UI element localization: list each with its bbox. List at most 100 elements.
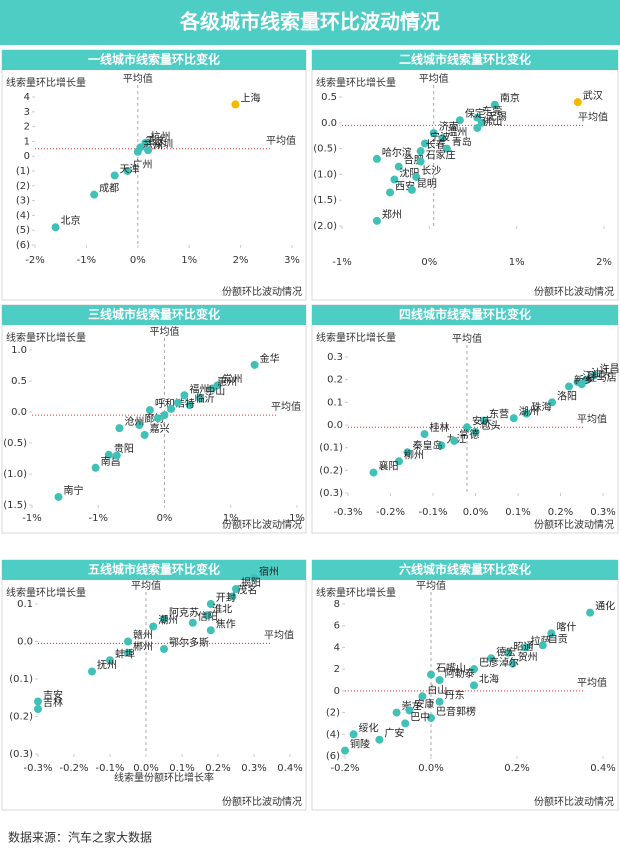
panel-header bbox=[312, 50, 618, 70]
point bbox=[133, 147, 142, 156]
y-tick-label: 6 bbox=[334, 621, 340, 632]
y-tick-label: (0.2) bbox=[9, 712, 33, 723]
y-tick-label: 4 bbox=[24, 92, 30, 103]
point bbox=[124, 637, 132, 646]
point bbox=[416, 147, 425, 156]
x-tick-label: -0.1% bbox=[95, 763, 124, 774]
page-title: 各级城市线索量环比波动情况 bbox=[179, 10, 440, 34]
point bbox=[185, 401, 194, 410]
point bbox=[160, 615, 168, 623]
point-label: 成都 bbox=[99, 183, 119, 195]
point bbox=[140, 430, 149, 439]
x-tick-label: 0.0% bbox=[418, 763, 443, 774]
point-label: 福州 bbox=[189, 382, 209, 395]
point bbox=[160, 411, 169, 420]
point bbox=[442, 144, 451, 153]
x-tick-label: 1% bbox=[509, 257, 525, 268]
point bbox=[149, 622, 158, 631]
x-tick-label: -0.2% bbox=[330, 763, 359, 774]
point bbox=[573, 98, 582, 107]
point bbox=[124, 648, 132, 657]
point-label: 汕头 bbox=[591, 368, 611, 380]
point bbox=[470, 681, 478, 690]
average-y-label: 平均值 bbox=[577, 676, 607, 689]
point-label: 安康 bbox=[415, 697, 435, 710]
point-label: 巴彦淖尔 bbox=[479, 656, 519, 669]
average-x-label: 平均值 bbox=[131, 579, 161, 592]
point bbox=[91, 463, 100, 472]
x-tick-label: -2% bbox=[25, 255, 44, 266]
point-label: 抚州 bbox=[97, 660, 117, 672]
point-label: 巴音郭楞 bbox=[436, 705, 476, 718]
point bbox=[372, 216, 381, 225]
point-label: 惠州 bbox=[217, 375, 237, 388]
point-label: 洛阳 bbox=[557, 389, 577, 402]
point-label: 吉安 bbox=[43, 689, 63, 702]
point-label: 赣州 bbox=[133, 629, 153, 642]
point-label: 温州 bbox=[447, 126, 467, 138]
point-label: 通化 bbox=[595, 600, 615, 613]
point bbox=[386, 188, 395, 197]
point bbox=[173, 398, 182, 407]
point bbox=[203, 611, 212, 620]
point-label: 郴州 bbox=[133, 640, 153, 653]
y-tick-label: 0.2 bbox=[327, 375, 343, 386]
source-note: 数据来源：汽车之家大数据 bbox=[8, 830, 152, 845]
point-label: 襄阳 bbox=[379, 460, 399, 473]
point bbox=[145, 406, 154, 415]
x-tick-label: 0% bbox=[157, 513, 173, 524]
average-x-label: 平均值 bbox=[416, 579, 446, 592]
y-tick-label: 4 bbox=[334, 642, 340, 653]
average-x-label: 平均值 bbox=[123, 72, 153, 85]
point-label: 东莞 bbox=[482, 105, 502, 118]
x-tick-label: -1% bbox=[22, 513, 41, 524]
point bbox=[470, 665, 478, 674]
x-axis-title: 份额环比波动情况 bbox=[534, 285, 614, 298]
point-label: 揭阳 bbox=[241, 576, 261, 589]
point bbox=[586, 608, 595, 617]
point bbox=[88, 667, 96, 676]
x-tick-label: -0.2% bbox=[59, 763, 88, 774]
average-y-label: 平均值 bbox=[271, 400, 301, 413]
point bbox=[206, 626, 215, 635]
point bbox=[208, 384, 217, 393]
point bbox=[548, 398, 556, 407]
point-label: 许昌 bbox=[600, 363, 620, 375]
point-label: 长沙 bbox=[421, 165, 441, 177]
panel-title: 四线城市线索量环比变化 bbox=[399, 307, 531, 322]
x-tick-label: 1% bbox=[223, 513, 239, 524]
point-label: 潮州 bbox=[158, 614, 178, 627]
point bbox=[427, 714, 435, 722]
point-label: 哈尔滨 bbox=[382, 146, 412, 159]
point-label: 北海 bbox=[479, 672, 499, 685]
y-tick-label: (0.3) bbox=[319, 488, 343, 499]
point bbox=[341, 746, 349, 755]
x-axis-title: 份额环比波动情况 bbox=[222, 285, 302, 298]
average-y-label: 平均值 bbox=[577, 412, 607, 425]
point bbox=[435, 697, 444, 706]
panel-title: 二线城市线索量环比变化 bbox=[399, 52, 531, 67]
x-tick-label: 0% bbox=[130, 255, 146, 266]
point bbox=[473, 123, 482, 132]
y-tick-label: (1.0) bbox=[3, 469, 27, 480]
point-label: 茂名 bbox=[237, 584, 257, 597]
point bbox=[106, 656, 114, 665]
point-label: 喀什 bbox=[556, 620, 576, 633]
point bbox=[487, 654, 496, 663]
point bbox=[490, 100, 499, 109]
point-label: 重庆 bbox=[145, 134, 165, 147]
x-tick-label: 0.0% bbox=[463, 507, 488, 518]
point-label: 南京 bbox=[500, 92, 520, 105]
point bbox=[206, 600, 215, 608]
x-tick-label: 0.1% bbox=[505, 507, 530, 518]
point bbox=[231, 100, 240, 109]
y-tick-label: (3) bbox=[16, 196, 30, 207]
point-label: 珠海 bbox=[532, 401, 552, 414]
x-tick-label: 0.2% bbox=[205, 763, 230, 774]
x-tick-label: 0% bbox=[421, 257, 437, 268]
point bbox=[141, 138, 150, 147]
panel-header bbox=[2, 305, 306, 325]
y-tick-label: (2) bbox=[326, 708, 340, 719]
point bbox=[416, 157, 425, 166]
point bbox=[34, 705, 42, 713]
